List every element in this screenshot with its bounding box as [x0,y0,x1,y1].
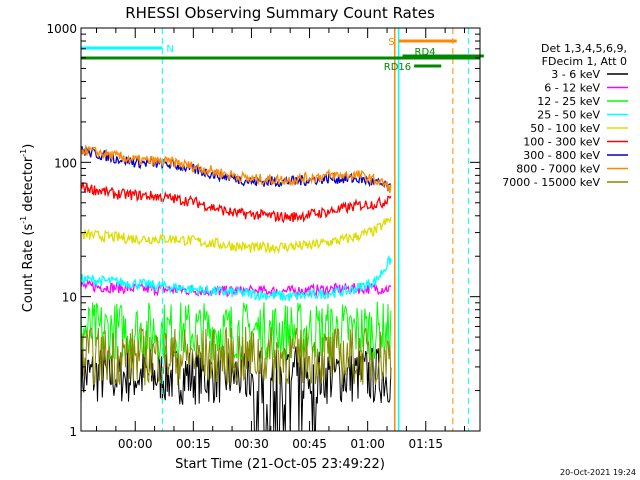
legend-label: 12 - 25 keV [537,95,600,108]
y-tick-label: 10 [62,291,77,305]
y-axis-label: Count Rate (s-1 detector-1) [19,144,36,313]
series-800-7000-keV-line [80,145,392,194]
legend-label: 300 - 800 keV [523,149,600,162]
legend-header: Det 1,3,4,5,6,9, [541,42,627,55]
annotation-label-rd4: RD4 [415,47,436,58]
y-tick-label: 100 [54,156,77,170]
x-axis-label: Start Time (21-Oct-05 23:49:22) [175,457,385,472]
series-7000-15000-keV-line [80,326,392,386]
footer-timestamp: 20-Oct-2021 19:24 [560,468,636,477]
legend-label: 6 - 12 keV [544,82,600,95]
x-tick-label: 01:15 [408,437,443,451]
annotation-layer: N S RD4 RD16 [81,28,484,431]
y-tick-label: 1000 [46,22,77,36]
legend: Det 1,3,4,5,6,9,FDecim 1, Att 03 - 6 keV… [502,42,628,189]
series-6-12-keV-line [80,279,392,299]
x-tick-label: 01:00 [350,437,385,451]
plot-content [80,145,392,432]
x-tick-label: 00:00 [118,437,153,451]
legend-label: 800 - 7000 keV [516,163,600,176]
series-50-100-keV-line [80,216,392,255]
legend-label: 50 - 100 keV [530,122,600,135]
x-tick-label: 00:15 [176,437,211,451]
x-tick-label: 00:30 [234,437,269,451]
x-tick-label: 00:45 [292,437,327,451]
series-100-300-keV-line [80,182,392,224]
legend-label: 25 - 50 keV [537,109,600,122]
series-300-800-keV-line [80,146,391,192]
plot-frame [80,27,481,432]
annotation-label-rd16: RD16 [384,62,411,73]
legend-label: 7000 - 15000 keV [502,176,600,189]
series-25-50-keV-line [80,254,392,302]
legend-header: FDecim 1, Att 0 [542,55,627,68]
y-tick-label: 1 [69,425,77,439]
chart-title: RHESSI Observing Summary Count Rates [125,4,435,22]
annotation-label-s: S [388,37,394,48]
legend-label: 3 - 6 keV [551,68,600,81]
annotation-label-n: N [166,44,173,55]
legend-label: 100 - 300 keV [523,136,600,149]
axes: 1 10 100 1000 00:00 00:15 00:30 00:45 01:00 01:15 [46,22,480,451]
